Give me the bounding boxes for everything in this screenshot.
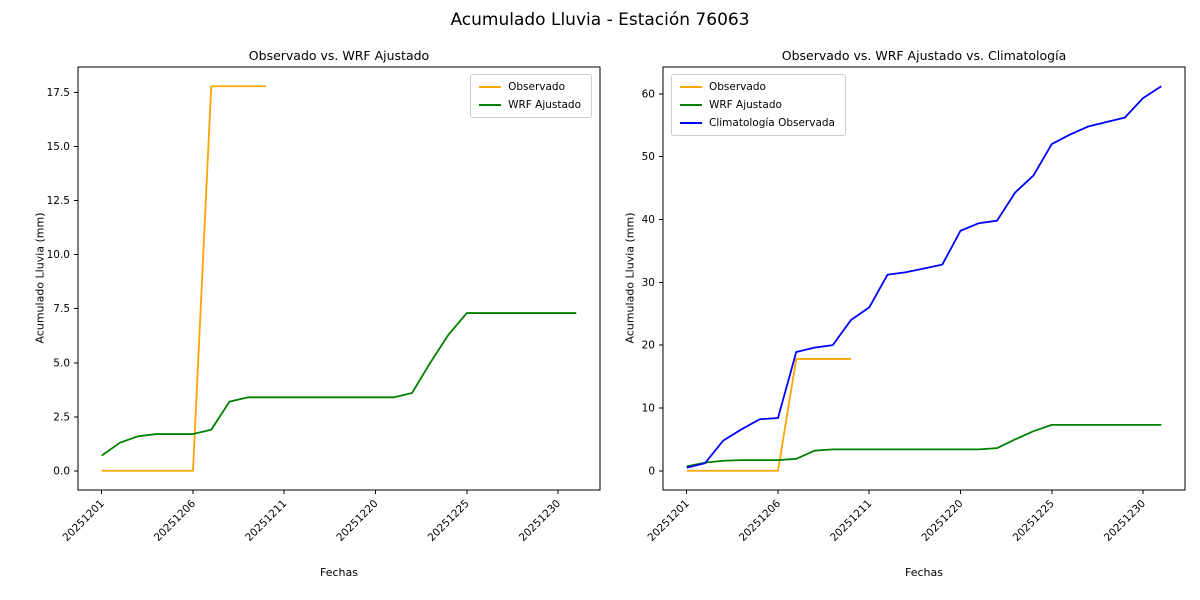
legend-line-sample [680,86,702,88]
right-y-axis-label: Acumulado Lluvia (mm) [623,212,637,344]
left-chart-title: Observado vs. WRF Ajustado [248,48,430,63]
series-line-observado [686,358,851,472]
legend-line-sample [479,86,502,88]
legend-label: WRF Ajustado [709,99,782,111]
y-tick-label: 7.5 [53,303,70,315]
x-tick-label: 20251230 [1102,498,1148,544]
axes-frame-0 [77,66,601,491]
legend-0: Observado WRF Ajustado [470,74,592,118]
y-tick-label: 30 [642,277,655,289]
legend-item-wrf-ajustado: WRF Ajustado [680,99,835,111]
y-tick-label: 0 [648,465,655,477]
x-tick-label: 20251230 [517,498,563,544]
series-line-observado [101,85,266,472]
x-tick-label: 20251201 [61,498,107,544]
x-tick-label: 20251220 [919,498,965,544]
legend-label: Climatología Observada [709,117,835,129]
x-tick-label: 20251206 [152,497,199,544]
x-tick-label: 20251220 [334,498,380,544]
y-tick-label: 50 [642,151,655,163]
legend-line-sample [680,122,702,124]
x-tick-label: 20251211 [828,498,874,544]
y-tick-label: 60 [642,88,655,100]
series-line-wrf-ajustado [101,312,577,457]
legend-1: Observado WRF Ajustado Climatología Observ… [671,74,846,136]
right-x-axis-label: Fechas [905,566,943,579]
x-tick-label: 20251201 [646,498,692,544]
figure-title: Acumulado Lluvia - Estación 76063 [450,10,750,30]
y-tick-label: 40 [642,214,655,226]
legend-line-sample [479,104,502,106]
x-tick-label: 20251225 [426,498,472,544]
y-tick-label: 2.5 [53,411,70,423]
y-tick-label: 0.0 [53,465,70,477]
left-x-axis-label: Fechas [320,566,358,579]
y-tick-label: 12.5 [47,195,70,207]
legend-line-sample [680,104,702,106]
left-y-axis-label: Acumulado Lluvia (mm) [33,212,47,344]
legend-label: Observado [709,81,766,93]
right-chart-title: Observado vs. WRF Ajustado vs. Climatolo… [781,48,1067,63]
x-tick-label: 20251211 [243,498,289,544]
y-tick-label: 20 [642,340,655,352]
legend-label: Observado [508,81,565,93]
axes-frame-1 [662,66,1186,491]
legend-item-climatolog-a-observada: Climatología Observada [680,117,835,129]
y-tick-label: 10 [642,402,655,414]
legend-item-observado: Observado [479,81,581,93]
y-tick-label: 5.0 [53,357,70,369]
y-tick-label: 17.5 [47,87,70,99]
x-tick-label: 20251206 [737,497,784,544]
legend-item-wrf-ajustado: WRF Ajustado [479,99,581,111]
legend-item-observado: Observado [680,81,835,93]
x-tick-label: 20251225 [1011,498,1057,544]
series-line-wrf-ajustado [686,424,1162,468]
y-tick-label: 10.0 [47,249,70,261]
y-tick-label: 15.0 [47,141,70,153]
series-line-climatolog-a-observada [686,85,1162,469]
legend-label: WRF Ajustado [508,99,581,111]
